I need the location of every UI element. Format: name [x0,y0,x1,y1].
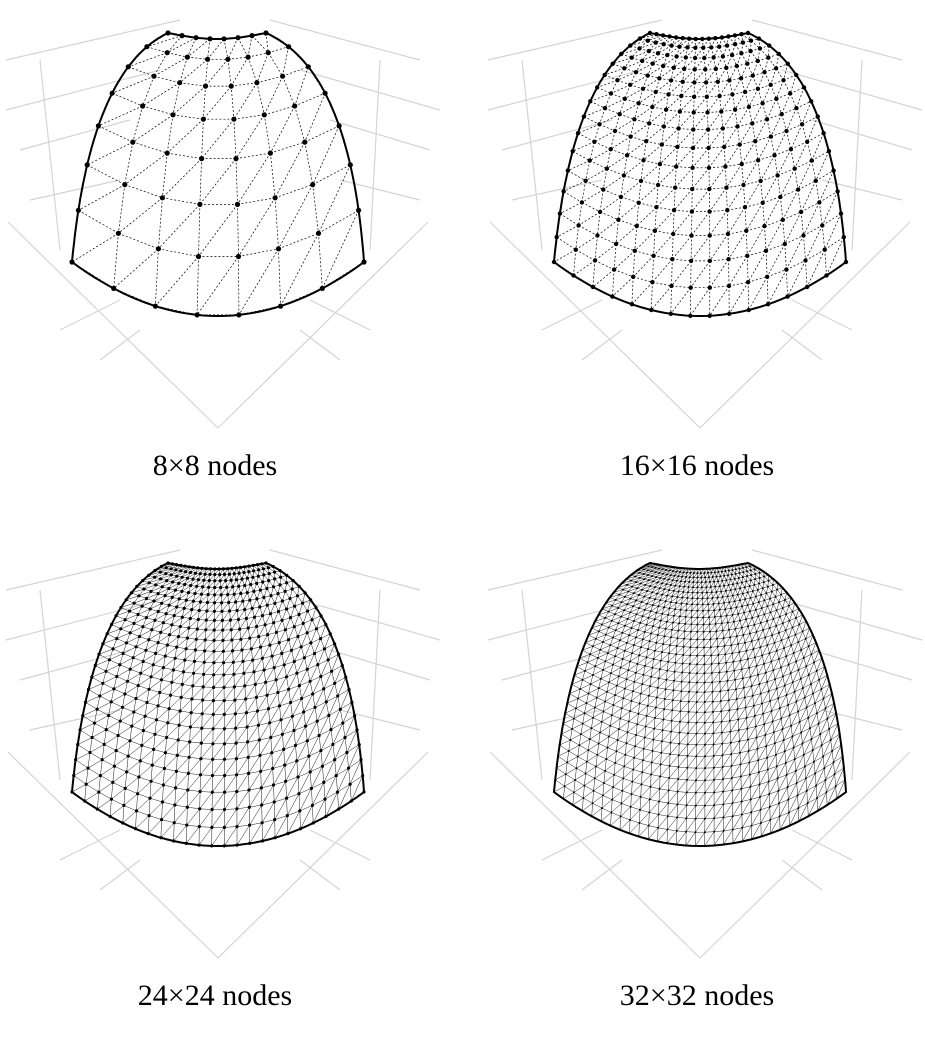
panel-24x24: 24×24 nodes [0,530,462,1049]
mesh-nodes [551,30,849,318]
mesh-figure [5,19,441,429]
panel-16x16: 16×16 nodes [482,0,925,519]
panel-32x32: 32×32 nodes [482,530,925,1049]
mesh-figure [487,19,923,429]
mesh-lines [71,32,365,316]
mesh-nodes [553,562,847,847]
panel-caption: 16×16 nodes [619,449,775,482]
mesh-figure [487,549,923,959]
axes-grid [487,19,923,429]
panel-caption: 32×32 nodes [619,979,775,1012]
mesh-lines [553,32,847,317]
panel-caption: 8×8 nodes [152,449,278,482]
panel-8x8: 8×8 nodes [0,0,462,519]
axes-grid [5,549,441,959]
panel-caption: 24×24 nodes [137,979,293,1012]
mesh-nodes [69,30,367,318]
mesh-nodes [70,561,366,848]
axes-grid [5,19,441,429]
mesh-figure [5,549,441,959]
